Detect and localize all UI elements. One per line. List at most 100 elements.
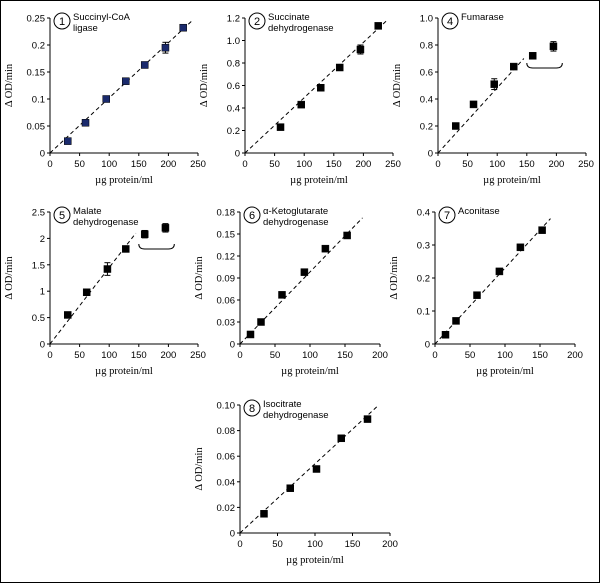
y-tick-label: 0.10: [217, 401, 236, 412]
panel-2: 0 50 100 150 200 250 0 0.2 0.4 0.6 0.8 1.0 1.2 µg pro…: [199, 12, 401, 186]
x-axis-label: µg protein/ml: [95, 366, 153, 377]
y-tick-label: 0: [425, 340, 430, 351]
panel-title: Aconitase: [458, 206, 500, 217]
fit-line: [434, 218, 551, 345]
data-point: [82, 288, 91, 297]
y-tick-label: 0.2: [227, 126, 240, 137]
x-tick-label: 200: [567, 350, 583, 361]
y-tick-label: 1.0: [227, 36, 240, 47]
y-tick-label: 0.08: [217, 426, 236, 437]
panel-7: 0 50 100 150 200 0 0.1 0.2 0.3 0.4 µg protein/ml Δ …: [389, 206, 583, 377]
x-tick-label: 50: [269, 159, 280, 170]
panel-number: 5: [59, 210, 65, 222]
x-tick-label: 50: [270, 350, 281, 361]
panel-number: 7: [444, 210, 450, 222]
panel-title: Malate: [73, 206, 102, 217]
y-tick-label: 0.4: [417, 208, 430, 219]
panel-title: dehydrogenase: [263, 217, 329, 228]
panel-4: 0 50 100 150 200 250 0 0.2 0.4 0.6 0.8 1.0 µg protei…: [392, 12, 594, 186]
y-tick-label: 0.06: [217, 452, 236, 463]
panel-title: Isocitrate: [263, 399, 302, 410]
y-tick-label: 0.15: [217, 230, 236, 241]
y-tick-label: 0.8: [420, 41, 433, 52]
data-point: [122, 245, 130, 253]
data-point: [356, 45, 365, 54]
data-point: [64, 137, 72, 145]
y-tick-label: 0.6: [420, 68, 433, 79]
panel-8: 0 50 100 150 200 0 0.02 0.04 0.06 0.08 0.10 µg prot…: [194, 399, 398, 566]
data-point: [246, 330, 255, 339]
x-tick-label: 250: [190, 159, 206, 170]
x-axis-label: µg protein/ml: [483, 175, 541, 186]
data-point: [335, 63, 344, 72]
panel-title: dehydrogenase: [263, 410, 329, 421]
x-tick-label: 50: [465, 350, 476, 361]
y-tick-label: 0.09: [217, 274, 236, 285]
x-axis-label: µg protein/ml: [95, 175, 153, 186]
x-tick-label: 150: [131, 159, 147, 170]
data-point: [257, 318, 265, 326]
y-axis-label: Δ OD/min: [4, 256, 15, 300]
data-point: [312, 465, 321, 473]
x-tick-label: 150: [326, 159, 342, 170]
y-axis-label: Δ OD/min: [194, 256, 205, 300]
x-tick-label: 200: [548, 159, 564, 170]
y-tick-label: 0: [40, 149, 45, 160]
data-point: [81, 119, 90, 127]
x-tick-label: 50: [462, 159, 473, 170]
x-tick-label: 100: [101, 350, 117, 361]
fit-line: [244, 19, 388, 154]
saturation-bracket: [526, 62, 563, 69]
panel-title: Succinyl-CoA: [73, 12, 131, 23]
y-tick-label: 0.05: [27, 122, 46, 133]
y-axis-label: Δ OD/min: [392, 63, 403, 107]
data-point: [538, 226, 546, 234]
data-point: [549, 42, 558, 51]
panel-1: 0 50 100 150 200 250 0 0.05 0.1 0.15 0.2 0.25 µg pro…: [4, 12, 206, 186]
x-tick-label: 150: [519, 159, 535, 170]
data-point: [103, 265, 112, 273]
x-tick-label: 100: [101, 159, 117, 170]
fit-line: [437, 58, 525, 154]
x-tick-label: 250: [190, 350, 206, 361]
data-point: [510, 62, 518, 71]
x-tick-label: 200: [372, 350, 388, 361]
data-point: [300, 268, 309, 276]
x-tick-label: 100: [489, 159, 505, 170]
panel-title: dehydrogenase: [268, 23, 334, 34]
y-tick-label: 0.4: [420, 95, 433, 106]
x-tick-label: 200: [355, 159, 371, 170]
fit-line: [49, 232, 137, 345]
x-tick-label: 0: [237, 539, 242, 550]
x-tick-label: 50: [74, 350, 85, 361]
x-axis-label: µg protein/ml: [286, 555, 344, 566]
x-tick-label: 150: [337, 350, 353, 361]
data-point: [337, 434, 345, 443]
y-tick-label: 0.1: [32, 95, 45, 106]
y-tick-label: 0.2: [417, 274, 430, 285]
x-tick-label: 250: [385, 159, 401, 170]
y-tick-label: 0.03: [217, 318, 236, 329]
y-tick-label: 0: [428, 149, 433, 160]
data-point: [276, 123, 285, 131]
data-point: [140, 61, 149, 69]
panel-number-circle: [53, 12, 71, 30]
data-point: [278, 291, 286, 299]
panel-number-circle: [53, 206, 71, 224]
y-axis-label: Δ OD/min: [199, 63, 210, 107]
y-tick-label: 0: [235, 149, 240, 160]
y-tick-label: 0.1: [417, 307, 430, 318]
data-point: [469, 100, 478, 109]
data-point: [161, 224, 170, 232]
data-point: [363, 415, 372, 423]
data-point: [528, 52, 537, 60]
x-tick-label: 0: [47, 159, 52, 170]
data-point: [260, 510, 268, 518]
data-point: [161, 43, 170, 52]
y-tick-label: 0.6: [227, 81, 240, 92]
data-point: [286, 484, 294, 492]
y-tick-label: 2.5: [32, 208, 45, 219]
y-tick-label: 0.3: [417, 241, 430, 252]
data-point: [452, 317, 460, 325]
x-axis-label: µg protein/ml: [290, 175, 348, 186]
